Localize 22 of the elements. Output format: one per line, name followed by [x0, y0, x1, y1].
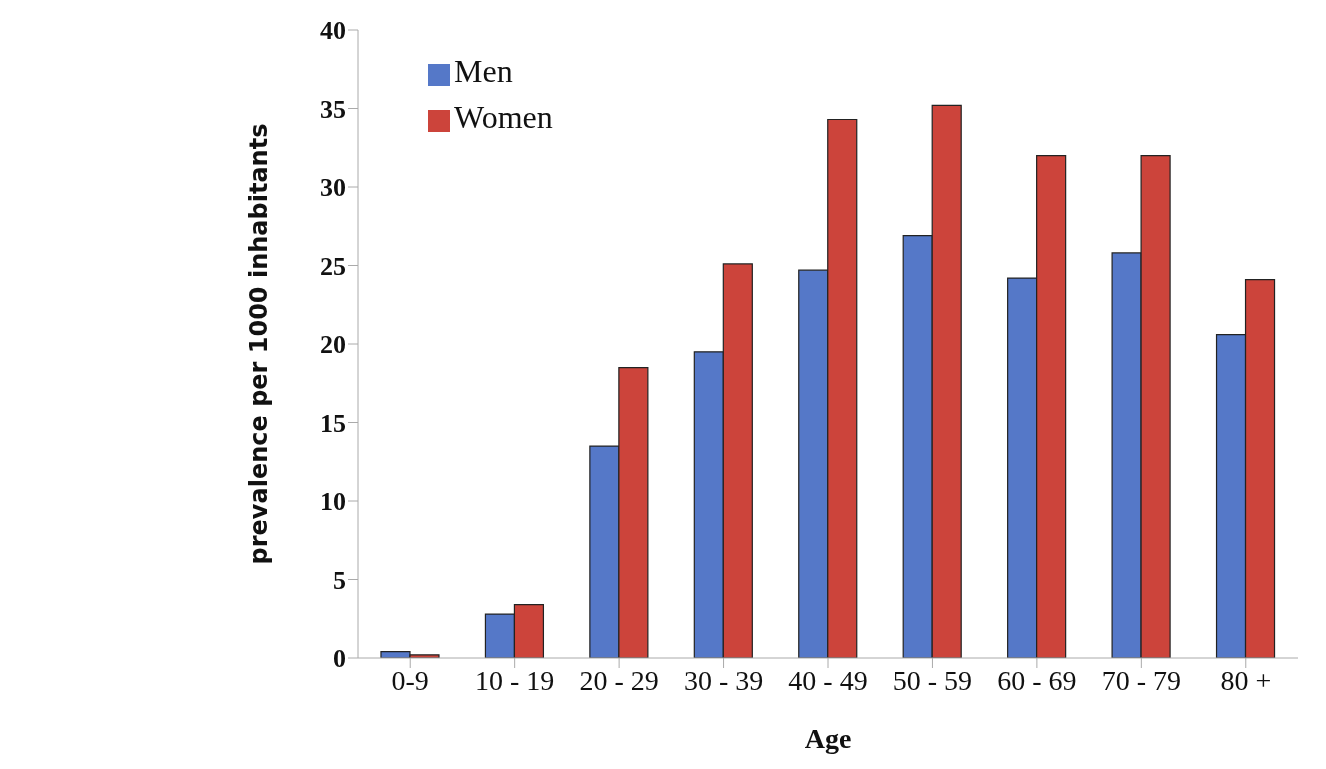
x-tick-label: 60 - 69 [997, 664, 1077, 696]
x-tick-label: 40 - 49 [788, 664, 868, 696]
x-tick-label: 80 + [1220, 664, 1272, 696]
x-tick-label: 50 - 59 [892, 664, 973, 696]
y-tick-label: 40 [320, 16, 346, 46]
y-tick-label: 30 [320, 173, 346, 203]
x-tick-label: 30 - 39 [683, 664, 764, 696]
x-tick-label: 20 - 29 [579, 664, 659, 696]
x-tick-label: 0-9 [391, 664, 429, 696]
legend-label: Women [454, 99, 553, 135]
y-tick-label: 35 [320, 94, 346, 124]
x-tick-label: 10 - 19 [475, 664, 555, 696]
y-axis-title: prevalence per 1000 inhabitants [244, 123, 273, 565]
y-tick-label: 0 [333, 644, 346, 674]
y-tick-label: 5 [333, 565, 346, 595]
x-tick-label: 70 - 79 [1101, 664, 1181, 696]
legend-label: Men [454, 53, 513, 89]
y-tick-label: 10 [320, 487, 346, 517]
x-axis-title: Age [804, 723, 852, 754]
y-tick-label: 25 [320, 251, 346, 281]
y-tick-label: 20 [320, 330, 346, 360]
y-tick-label: 15 [320, 408, 346, 438]
